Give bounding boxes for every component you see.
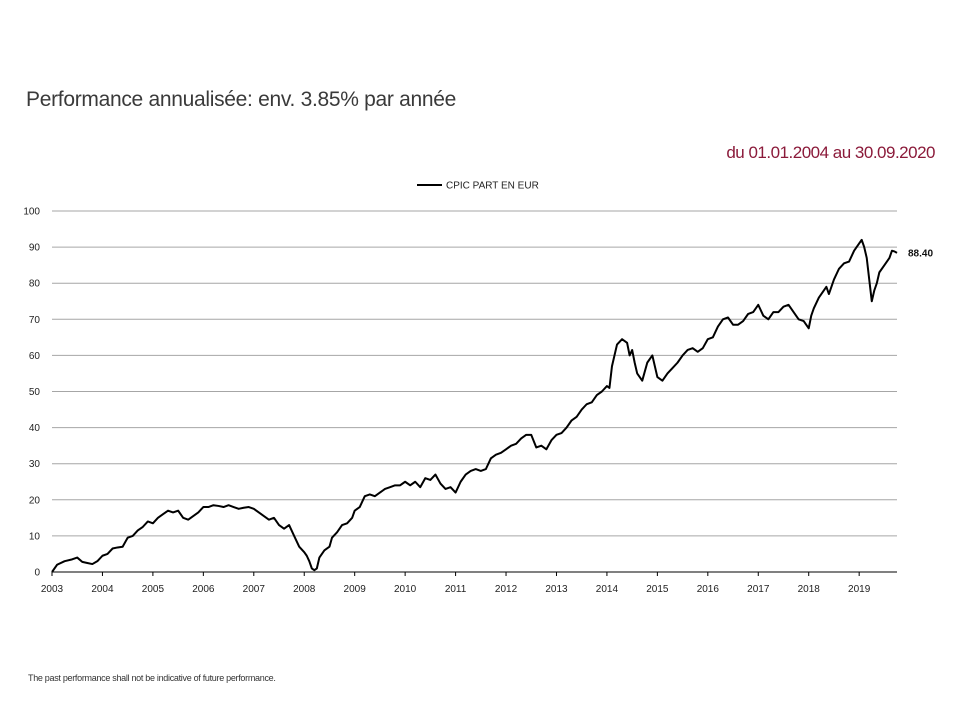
y-tick-label: 10: [29, 531, 41, 542]
y-tick-label: 20: [29, 495, 41, 506]
y-tick-label: 90: [29, 243, 41, 254]
legend: CPIC PART EN EUR: [417, 181, 539, 192]
x-tick-label: 2014: [596, 584, 619, 595]
y-axis-ticks: 0 10 20 30 40 50 60 70 80 90 100: [23, 207, 40, 579]
gridlines: [52, 210, 897, 537]
x-axis-ticks: 2003 2004 2005 2006 2007 2008 2009 2010 2011 2012…: [41, 572, 871, 595]
x-tick-label: 2016: [697, 584, 720, 595]
x-tick-label: 2004: [91, 584, 114, 595]
y-tick-label: 40: [29, 423, 41, 434]
x-tick-label: 2010: [394, 584, 417, 595]
x-tick-label: 2011: [445, 584, 467, 595]
y-tick-label: 100: [23, 207, 40, 218]
y-tick-label: 50: [29, 387, 41, 398]
x-tick-label: 2006: [192, 584, 215, 595]
date-range: du 01.01.2004 au 30.09.2020: [726, 143, 935, 162]
chart-title: Performance annualisée: env. 3.85% par a…: [26, 88, 457, 111]
x-tick-label: 2007: [243, 584, 266, 595]
x-tick-label: 2018: [798, 584, 821, 595]
x-tick-label: 2012: [495, 584, 518, 595]
x-tick-label: 2019: [848, 584, 871, 595]
disclaimer: The past performance shall not be indica…: [28, 673, 276, 683]
y-tick-label: 70: [29, 315, 41, 326]
x-tick-label: 2008: [293, 584, 316, 595]
y-tick-label: 60: [29, 351, 41, 362]
end-value-label: 88.40: [908, 248, 933, 259]
x-tick-label: 2003: [41, 584, 64, 595]
y-tick-label: 0: [34, 568, 40, 579]
y-tick-label: 80: [29, 279, 41, 290]
x-tick-label: 2005: [142, 584, 165, 595]
x-tick-label: 2013: [545, 584, 568, 595]
legend-label: CPIC PART EN EUR: [446, 181, 539, 192]
y-tick-label: 30: [29, 459, 41, 470]
x-tick-label: 2017: [747, 584, 770, 595]
x-tick-label: 2015: [646, 584, 669, 595]
series-line-cpic: [51, 238, 898, 573]
x-tick-label: 2009: [344, 584, 367, 595]
